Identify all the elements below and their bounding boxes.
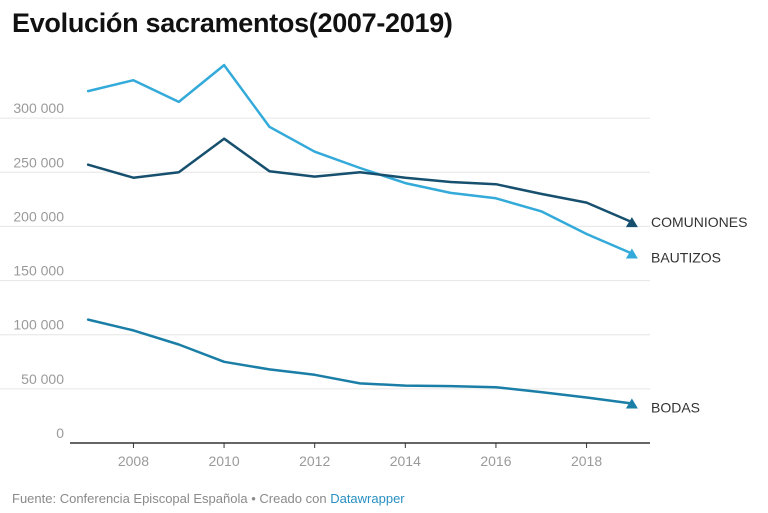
datawrapper-link[interactable]: Datawrapper bbox=[330, 491, 405, 506]
x-tick-label: 2008 bbox=[118, 453, 149, 469]
y-tick-label: 100 000 bbox=[13, 317, 64, 333]
series-line-bodas bbox=[86, 318, 634, 405]
x-tick-label: 2010 bbox=[208, 453, 239, 469]
chart-title: Evolución sacramentos(2007-2019) bbox=[12, 8, 453, 38]
y-tick-label: 50 000 bbox=[21, 371, 64, 387]
end-marker-comuniones bbox=[625, 217, 638, 228]
x-tick-label: 2014 bbox=[390, 453, 421, 469]
series-line-bautizos bbox=[86, 63, 634, 255]
series-label-bautizos: BAUTIZOS bbox=[651, 250, 721, 266]
y-tick-label: 250 000 bbox=[13, 154, 64, 170]
end-marker-bautizos bbox=[625, 248, 638, 259]
x-tick-label: 2018 bbox=[571, 453, 602, 469]
x-tick-label: 2016 bbox=[480, 453, 511, 469]
y-tick-label: 150 000 bbox=[13, 263, 64, 279]
series-layer bbox=[86, 63, 638, 409]
source-footer: Fuente: Conferencia Episcopal Española •… bbox=[12, 491, 405, 506]
label-layer: BAUTIZOS COMUNIONES BODAS bbox=[651, 214, 747, 415]
x-tick-label: 2012 bbox=[299, 453, 330, 469]
y-tick-label: 200 000 bbox=[13, 208, 64, 224]
grid-layer bbox=[0, 117, 650, 390]
end-marker-bodas bbox=[625, 398, 638, 409]
series-label-comuniones: COMUNIONES bbox=[651, 214, 747, 230]
series-line-comuniones bbox=[86, 137, 634, 224]
series-label-bodas: BODAS bbox=[651, 399, 700, 415]
y-tick-label: 300 000 bbox=[13, 100, 64, 116]
source-text: Fuente: Conferencia Episcopal Española •… bbox=[12, 491, 331, 506]
axis-layer: 0 50 000 100 000 150 000 200 000 250 000 300 0… bbox=[13, 100, 650, 469]
y-tick-label: 0 bbox=[56, 425, 64, 441]
